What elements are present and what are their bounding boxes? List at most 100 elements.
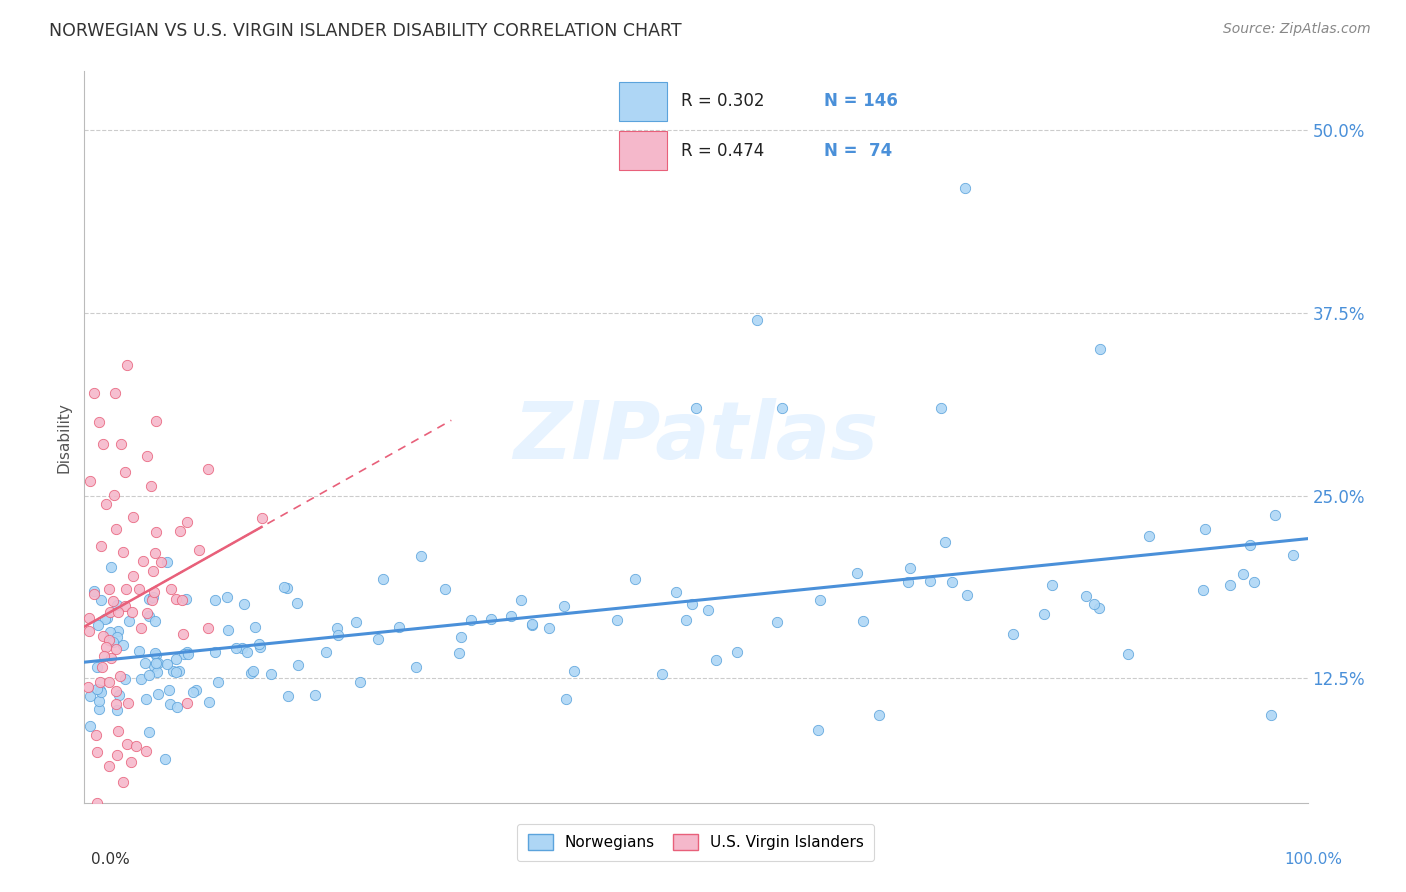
Point: [665, 585, 688, 599]
Point: [747, 313, 769, 327]
Point: [555, 692, 578, 706]
Point: [727, 644, 749, 658]
Point: [117, 358, 139, 372]
Text: R = 0.474: R = 0.474: [682, 142, 765, 160]
Point: [197, 621, 219, 635]
Point: [236, 644, 259, 658]
Point: [696, 603, 718, 617]
Point: [897, 574, 920, 589]
Point: [167, 665, 190, 679]
Point: [1137, 529, 1160, 543]
Point: [499, 609, 522, 624]
Point: [108, 669, 131, 683]
Point: [86, 796, 108, 810]
Point: [91, 629, 114, 643]
Point: [117, 696, 139, 710]
Point: [107, 748, 129, 763]
Point: [79, 719, 101, 733]
Point: [156, 556, 179, 570]
Point: [98, 605, 121, 619]
Point: [204, 645, 226, 659]
Point: [1194, 522, 1216, 536]
Point: [260, 667, 283, 681]
Point: [344, 615, 367, 629]
Point: [1243, 575, 1265, 590]
Point: [184, 683, 207, 698]
Point: [77, 624, 100, 638]
Point: [537, 621, 560, 635]
Point: [112, 545, 135, 559]
Point: [97, 675, 120, 690]
Point: [765, 615, 787, 630]
Point: [108, 689, 131, 703]
Point: [138, 724, 160, 739]
Point: [624, 572, 647, 586]
Text: N =  74: N = 74: [824, 142, 893, 160]
Point: [304, 688, 326, 702]
Point: [138, 668, 160, 682]
Point: [125, 739, 148, 754]
Point: [247, 637, 270, 651]
Point: [104, 386, 127, 401]
Point: [1088, 343, 1111, 357]
Point: [135, 606, 157, 620]
Point: [97, 759, 120, 773]
Point: [651, 667, 673, 681]
Point: [138, 592, 160, 607]
Point: [135, 692, 157, 706]
Point: [1260, 708, 1282, 723]
Point: [128, 644, 150, 658]
Point: [808, 593, 831, 607]
Point: [411, 549, 433, 563]
Point: [231, 641, 253, 656]
Point: [143, 659, 166, 673]
Point: [114, 465, 136, 479]
Point: [89, 674, 111, 689]
Point: [276, 581, 298, 595]
Point: [1040, 578, 1063, 592]
Point: [956, 588, 979, 602]
Point: [79, 474, 101, 488]
Point: [107, 723, 129, 738]
Point: [509, 593, 531, 607]
Point: [100, 560, 122, 574]
Point: [143, 647, 166, 661]
Text: Source: ZipAtlas.com: Source: ZipAtlas.com: [1223, 22, 1371, 37]
Point: [188, 542, 211, 557]
Point: [165, 665, 187, 680]
Point: [129, 621, 152, 635]
Point: [129, 672, 152, 686]
Point: [89, 694, 111, 708]
Point: [433, 582, 456, 597]
Text: R = 0.302: R = 0.302: [682, 93, 765, 111]
Point: [165, 591, 187, 606]
Point: [132, 553, 155, 567]
Point: [83, 386, 105, 401]
Point: [87, 702, 110, 716]
Point: [128, 582, 150, 597]
Point: [315, 645, 337, 659]
Point: [934, 534, 956, 549]
Point: [89, 682, 111, 697]
Point: [273, 580, 295, 594]
Point: [136, 449, 159, 463]
Point: [91, 437, 114, 451]
Point: [1282, 548, 1305, 562]
Point: [1118, 647, 1140, 661]
Point: [94, 497, 117, 511]
Point: [114, 672, 136, 686]
Point: [285, 596, 308, 610]
Point: [869, 708, 891, 723]
Point: [143, 614, 166, 628]
Point: [941, 574, 963, 589]
Point: [104, 684, 127, 698]
Point: [1239, 538, 1261, 552]
Point: [83, 584, 105, 599]
Y-axis label: Disability: Disability: [56, 401, 72, 473]
Point: [277, 689, 299, 703]
Point: [242, 664, 264, 678]
Point: [250, 510, 273, 524]
Point: [86, 682, 108, 697]
Point: [146, 656, 169, 670]
Point: [93, 648, 115, 663]
